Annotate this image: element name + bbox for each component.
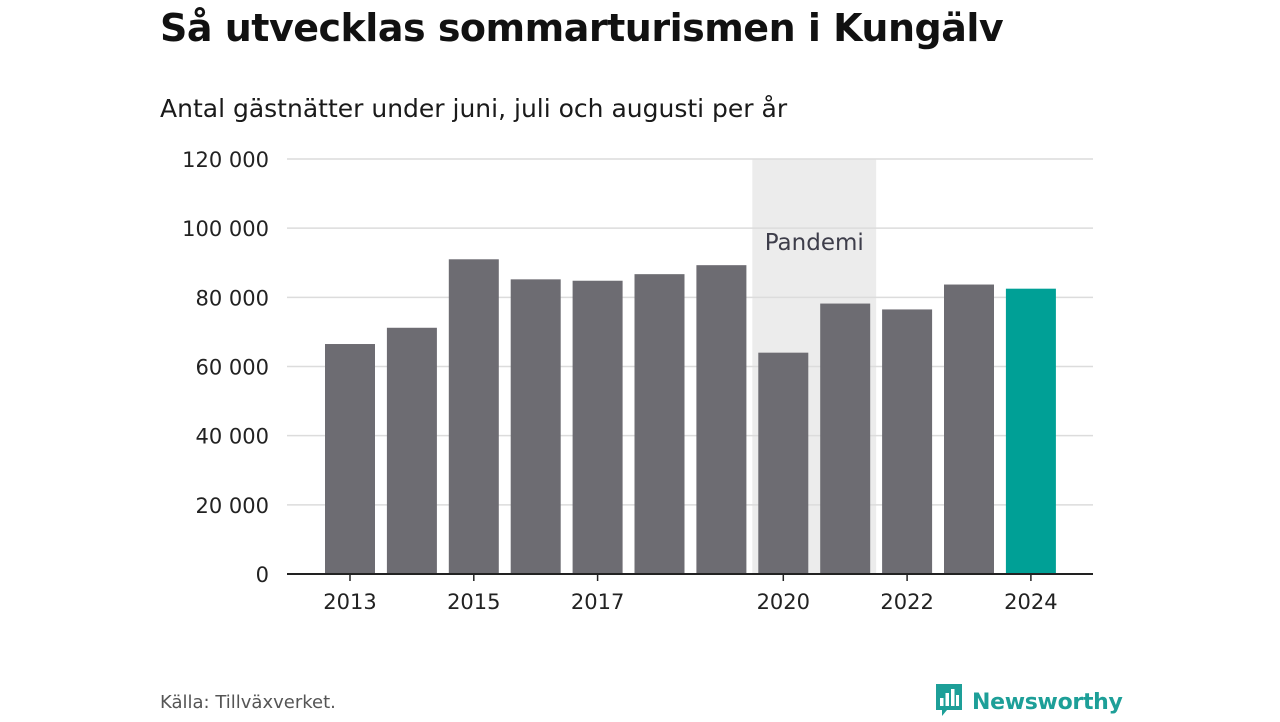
newsworthy-logo-icon [934, 682, 964, 722]
bar-2015 [448, 259, 499, 574]
x-tick-label: 2022 [880, 590, 933, 614]
bar-2024 [1005, 288, 1056, 574]
bar-2020 [758, 352, 809, 574]
y-tick-label: 100 000 [182, 217, 269, 241]
source-note: Källa: Tillväxverket. [160, 692, 336, 713]
x-tick-label: 2015 [447, 590, 500, 614]
bar-2017 [572, 280, 623, 574]
bar-2022 [882, 309, 933, 574]
chart-subtitle: Antal gästnätter under juni, juli och au… [160, 94, 788, 123]
y-tick-label: 60 000 [196, 356, 269, 380]
bar-chart: 0 20 000 40 000 60 000 80 000 100 000 120 000 P… [182, 148, 1093, 614]
bar-2023 [944, 284, 994, 574]
chart-title: Så utvecklas sommarturismen i Kungälv [160, 6, 1004, 50]
brand-name: Newsworthy [972, 689, 1123, 715]
bar-2021 [820, 303, 871, 574]
x-tick-label: 2020 [757, 590, 810, 614]
y-tick-label: 0 [256, 563, 269, 587]
bar-2016 [510, 279, 561, 574]
bar-2013 [325, 344, 375, 574]
annotation-label: Pandemi [765, 230, 864, 256]
bar-2014 [386, 327, 437, 574]
bar-2019 [696, 265, 747, 574]
y-tick-label: 40 000 [196, 425, 269, 449]
bar-2018 [634, 274, 685, 574]
y-tick-label: 20 000 [196, 494, 269, 518]
y-tick-label: 120 000 [182, 148, 269, 172]
y-tick-label: 80 000 [196, 286, 269, 310]
x-tick-label: 2017 [571, 590, 624, 614]
x-tick-label: 2024 [1004, 590, 1057, 614]
brand-logo: Newsworthy [934, 682, 1123, 722]
x-tick-label: 2013 [323, 590, 376, 614]
